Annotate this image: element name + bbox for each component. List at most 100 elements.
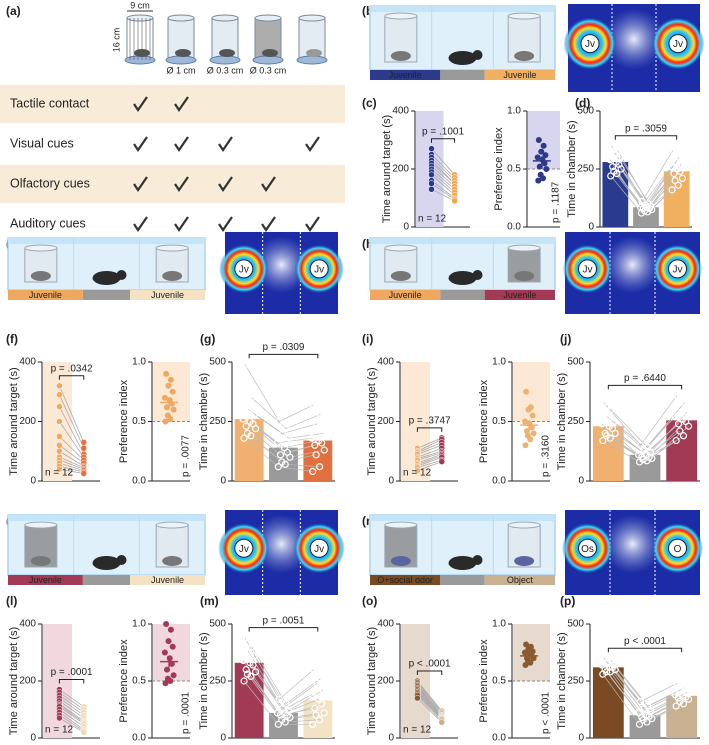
cylinder-top	[507, 521, 541, 529]
y-tick-label: 200	[19, 676, 36, 687]
heat-label: Jv	[239, 265, 249, 276]
point	[252, 668, 260, 676]
mouse	[306, 49, 322, 57]
y-tick-label: 250	[209, 676, 226, 687]
point	[617, 165, 625, 173]
n-label: n = 12	[45, 725, 74, 736]
pair-line	[417, 453, 442, 464]
point	[679, 432, 688, 440]
point	[274, 720, 282, 728]
point	[414, 694, 421, 702]
point	[643, 718, 651, 726]
point	[672, 702, 680, 710]
point	[247, 672, 255, 681]
y-axis-label: Time around target (s)	[366, 367, 378, 475]
heat-marker	[668, 538, 687, 558]
y-tick-label: 200	[377, 676, 394, 687]
pair-line	[417, 689, 443, 718]
subject-line	[250, 435, 320, 468]
point	[311, 704, 319, 712]
p-label: p < .0001	[409, 659, 451, 670]
y-tick-label: 200	[377, 416, 394, 427]
checkmark	[305, 136, 320, 152]
heat-label: O	[674, 544, 682, 555]
checkmark	[261, 216, 276, 232]
y-tick-label: 0	[220, 476, 226, 487]
point	[534, 154, 541, 161]
heat-mist	[603, 8, 665, 70]
y-tick-label: 0.5	[507, 164, 521, 175]
point	[239, 415, 247, 423]
point	[529, 412, 536, 419]
y-axis-label: Preference index	[478, 379, 490, 463]
point	[320, 446, 328, 454]
point	[541, 160, 548, 167]
cage-top	[254, 14, 282, 22]
y-tick-label: 250	[567, 416, 584, 427]
point	[279, 429, 287, 437]
point	[527, 436, 534, 443]
point	[635, 458, 644, 466]
n-label: n = 12	[45, 468, 74, 479]
y-tick-label: 400	[377, 357, 394, 368]
y-axis-label: Preference index	[118, 639, 130, 723]
mouse-head	[472, 555, 483, 565]
point	[240, 434, 248, 442]
arena-rim	[8, 238, 205, 244]
pair-line	[59, 462, 84, 471]
point	[530, 430, 537, 437]
label-bar	[8, 575, 83, 585]
pair-line	[417, 683, 443, 715]
point	[56, 418, 63, 425]
heat-marker	[668, 259, 687, 279]
point	[602, 668, 611, 676]
animal	[162, 271, 183, 281]
point	[56, 442, 63, 449]
arena-rim	[370, 515, 555, 521]
point	[610, 417, 618, 426]
cage-base	[165, 55, 197, 65]
point	[241, 634, 249, 642]
cage	[252, 14, 284, 65]
panel-label: (d)	[575, 96, 590, 110]
point	[164, 666, 170, 673]
animal	[30, 556, 51, 566]
point	[530, 655, 537, 662]
point	[286, 453, 294, 461]
y-tick-label: 0.5	[492, 676, 506, 687]
pair-line	[417, 687, 443, 717]
pair-line	[417, 452, 442, 461]
cylinder-top	[384, 244, 418, 252]
pair-line	[431, 165, 455, 187]
cage	[124, 14, 156, 65]
point	[676, 167, 684, 175]
point	[240, 677, 248, 685]
pair-line	[59, 444, 84, 464]
point	[600, 398, 608, 407]
point	[673, 679, 681, 687]
point	[275, 417, 283, 426]
checkmark	[133, 176, 148, 192]
mouse-head	[472, 270, 483, 280]
point	[162, 418, 169, 425]
pair-line	[417, 693, 443, 720]
point	[543, 166, 550, 172]
bracket	[431, 138, 456, 143]
bracket	[248, 353, 319, 359]
pair-line	[59, 717, 84, 733]
point	[674, 420, 683, 428]
point	[640, 704, 648, 712]
point	[522, 442, 529, 449]
subject-line	[252, 423, 322, 453]
point	[56, 448, 63, 455]
pair-line	[59, 465, 84, 473]
point	[242, 665, 250, 674]
pair-line	[59, 692, 84, 710]
point	[56, 433, 63, 440]
animal	[162, 556, 183, 566]
point	[281, 460, 289, 468]
mouse	[262, 49, 278, 57]
subject-line	[251, 397, 321, 430]
y-axis-label: Time in chamber (s)	[556, 373, 568, 470]
point	[167, 376, 174, 383]
